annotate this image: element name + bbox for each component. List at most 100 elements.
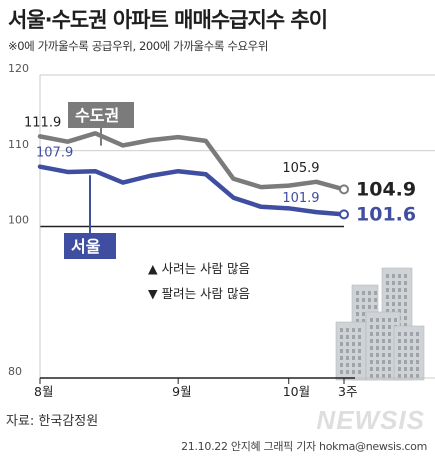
building-window bbox=[404, 367, 407, 371]
building-window bbox=[356, 312, 359, 316]
building-window bbox=[404, 332, 407, 336]
building-window bbox=[392, 302, 395, 306]
building-window bbox=[340, 342, 343, 346]
building-window bbox=[398, 360, 401, 364]
building-window bbox=[410, 353, 413, 357]
building-window bbox=[410, 360, 413, 364]
building-window bbox=[376, 374, 379, 378]
y-tick-label: 120 bbox=[8, 62, 29, 75]
building-window bbox=[352, 370, 355, 374]
building-window bbox=[398, 302, 401, 306]
building-window bbox=[392, 295, 395, 299]
building-window bbox=[358, 370, 361, 374]
building-window bbox=[376, 353, 379, 357]
x-tick-label: 8월 bbox=[34, 384, 53, 399]
building-window bbox=[382, 353, 385, 357]
building-window bbox=[346, 349, 349, 353]
building-window bbox=[346, 363, 349, 367]
building-window bbox=[404, 274, 407, 278]
building-window bbox=[358, 363, 361, 367]
building-window bbox=[404, 360, 407, 364]
building-window bbox=[362, 298, 365, 302]
building-window bbox=[346, 335, 349, 339]
building-window bbox=[386, 281, 389, 285]
building-window bbox=[398, 339, 401, 343]
building-window bbox=[398, 288, 401, 292]
building-window bbox=[404, 339, 407, 343]
building-window bbox=[386, 295, 389, 299]
building-window bbox=[376, 360, 379, 364]
x-axis: 8월 9월 10월 3주 bbox=[34, 377, 357, 399]
building-window bbox=[388, 332, 391, 336]
building-window bbox=[388, 346, 391, 350]
y-axis-ticks: 80 100 110 120 bbox=[8, 62, 29, 378]
building-window bbox=[386, 309, 389, 313]
building-window bbox=[382, 374, 385, 378]
building-window bbox=[358, 342, 361, 346]
building-window bbox=[376, 325, 379, 329]
building-window bbox=[388, 325, 391, 329]
data-label: 107.9 bbox=[36, 146, 73, 161]
data-label: 104.9 bbox=[356, 178, 416, 200]
building-window bbox=[404, 288, 407, 292]
building-window bbox=[416, 353, 419, 357]
building-window bbox=[370, 318, 373, 322]
building-window bbox=[340, 370, 343, 374]
building-window bbox=[352, 356, 355, 360]
series-end-point bbox=[339, 184, 349, 195]
building-window bbox=[362, 312, 365, 316]
building-window bbox=[410, 374, 413, 378]
building-window bbox=[398, 367, 401, 371]
building-window bbox=[392, 288, 395, 292]
x-tick-label: 9월 bbox=[172, 384, 191, 399]
building-window bbox=[382, 346, 385, 350]
series-group: 111.9 105.9 104.9 수도권 107.9 101.9 101.6 서울 bbox=[24, 102, 416, 259]
building-window bbox=[370, 360, 373, 364]
building-window bbox=[346, 342, 349, 346]
building-window bbox=[340, 363, 343, 367]
building-window bbox=[376, 332, 379, 336]
page-title: 서울·수도권 아파트 매매수급지수 추이 bbox=[8, 8, 328, 32]
credit-line: 21.10.22 안지혜 그래픽 기자 hokma@newsis.com bbox=[181, 440, 427, 453]
building-window bbox=[388, 339, 391, 343]
series-line-metro bbox=[37, 131, 347, 192]
building-window bbox=[340, 328, 343, 332]
building-window bbox=[370, 325, 373, 329]
series-end-point bbox=[339, 209, 349, 220]
series-name-label: 서울 bbox=[71, 237, 101, 256]
building-window bbox=[356, 305, 359, 309]
series-name-tag: 수도권 bbox=[68, 102, 134, 146]
building-window bbox=[382, 332, 385, 336]
building-window bbox=[404, 295, 407, 299]
building-window bbox=[368, 298, 371, 302]
building-window bbox=[352, 349, 355, 353]
building-window bbox=[370, 374, 373, 378]
building-window bbox=[416, 339, 419, 343]
building-window bbox=[382, 339, 385, 343]
building-window bbox=[404, 302, 407, 306]
data-label: 105.9 bbox=[282, 161, 319, 176]
building-window bbox=[370, 346, 373, 350]
building-window bbox=[388, 360, 391, 364]
building-window bbox=[392, 309, 395, 313]
building-window bbox=[404, 346, 407, 350]
building-window bbox=[356, 298, 359, 302]
building-window bbox=[416, 374, 419, 378]
building-window bbox=[352, 335, 355, 339]
building-window bbox=[404, 281, 407, 285]
building-window bbox=[362, 305, 365, 309]
building-window bbox=[352, 363, 355, 367]
building-window bbox=[356, 291, 359, 295]
annotation-group: ▲ 사려는 사람 많음 ▼ 팔려는 사람 많음 bbox=[148, 261, 250, 301]
building-window bbox=[398, 309, 401, 313]
annotation-sellers-more: ▼ 팔려는 사람 많음 bbox=[148, 286, 250, 301]
building-window bbox=[368, 305, 371, 309]
building-window bbox=[362, 319, 365, 323]
building-window bbox=[398, 281, 401, 285]
apartment-buildings-illustration bbox=[335, 267, 425, 381]
building-window bbox=[416, 367, 419, 371]
y-tick-label: 80 bbox=[8, 365, 22, 378]
data-label: 101.9 bbox=[282, 191, 319, 206]
